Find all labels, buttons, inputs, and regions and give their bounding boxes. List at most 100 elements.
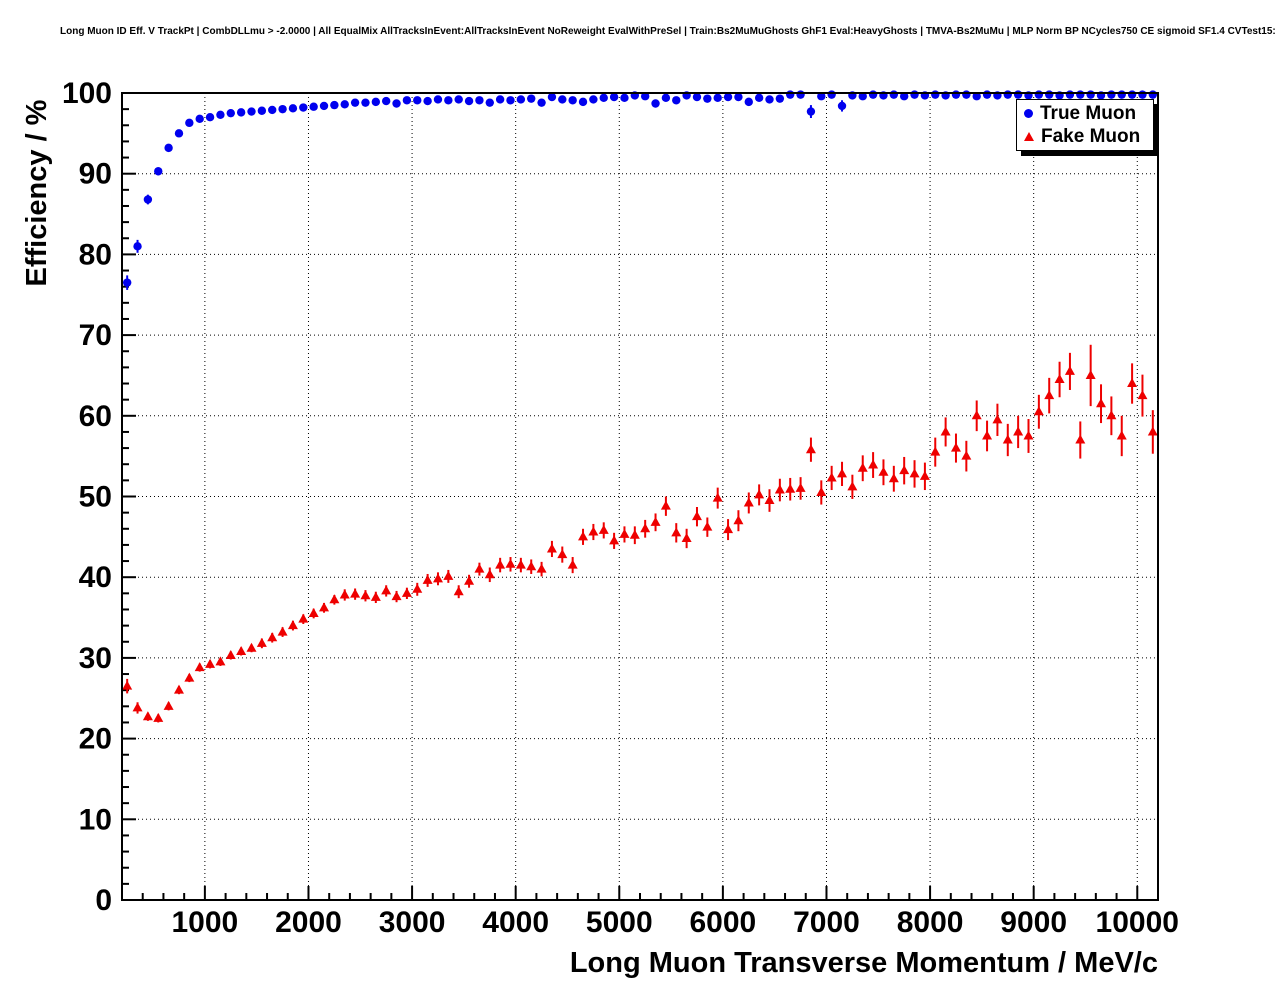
data-point-true-muon [982,90,992,99]
data-point-true-muon [899,92,909,101]
data-point-true-muon [1003,90,1012,99]
data-point-fake-muon [381,585,392,595]
fake-muon-marker-icon [1024,132,1034,141]
data-point-fake-muon [1096,398,1107,408]
data-point-fake-muon [308,608,319,618]
data-point-fake-muon [246,642,257,652]
data-point-true-muon [734,92,743,102]
data-point-true-muon [620,93,629,103]
data-point-true-muon [340,100,349,109]
y-tick-label: 40 [79,561,112,594]
data-point-true-muon [817,92,826,101]
data-point-true-muon [640,92,650,101]
data-point-fake-muon [474,563,485,573]
data-point-true-muon [236,108,246,117]
data-point-true-muon [133,242,142,251]
data-point-fake-muon [868,459,879,469]
data-point-true-muon [806,107,816,116]
data-point-fake-muon [847,481,858,491]
data-point-true-muon [1086,90,1095,99]
data-point-fake-muon [899,465,910,475]
legend-entry-fake-muon: Fake Muon [1021,125,1149,148]
data-point-true-muon [361,98,370,107]
data-point-true-muon [889,90,899,99]
data-point-fake-muon [526,561,537,571]
data-point-fake-muon [319,602,330,612]
y-tick-label: 0 [95,884,112,917]
data-point-fake-muon [163,700,174,710]
data-point-true-muon [319,101,329,111]
data-point-true-muon [495,95,505,104]
data-point-fake-muon [391,591,402,601]
data-point-fake-muon [671,527,682,537]
data-point-true-muon [599,93,608,103]
data-point-fake-muon [132,702,143,712]
data-point-fake-muon [691,511,702,521]
data-point-fake-muon [267,632,278,642]
legend-label-fake-muon: Fake Muon [1041,125,1141,147]
x-tick-label: 2000 [275,906,342,939]
data-point-true-muon [558,95,567,104]
data-point-true-muon [299,103,308,112]
y-tick-label: 10 [79,803,112,836]
data-point-fake-muon [453,586,464,596]
data-point-true-muon [506,96,515,105]
data-point-true-muon [226,108,235,118]
data-point-fake-muon [1044,390,1055,400]
data-point-fake-muon [225,649,236,659]
data-point-true-muon [433,95,443,104]
data-point-fake-muon [629,529,640,539]
data-point-true-muon [827,90,836,99]
data-point-true-muon [972,92,981,101]
data-point-fake-muon [1127,378,1138,388]
y-tick-label: 100 [62,77,112,110]
data-point-true-muon [1013,90,1023,99]
x-tick-label: 4000 [482,906,549,939]
y-tick-label: 20 [79,723,112,756]
data-point-fake-muon [712,492,723,502]
data-point-true-muon [174,129,184,138]
data-point-fake-muon [339,589,350,599]
data-point-fake-muon [982,430,993,440]
data-point-fake-muon [412,583,423,593]
y-tick-label: 50 [79,481,112,514]
data-point-true-muon [154,167,163,176]
data-point-true-muon [910,90,919,99]
data-point-fake-muon [515,559,526,569]
data-point-true-muon [962,90,971,99]
data-point-fake-muon [205,658,216,668]
data-point-true-muon [754,93,764,103]
data-point-true-muon [1076,90,1085,99]
data-point-true-muon [350,98,360,107]
y-tick-label: 80 [79,238,112,271]
data-point-true-muon [454,95,463,104]
data-point-fake-muon [660,500,671,510]
x-tick-label: 3000 [379,906,446,939]
data-point-fake-muon [464,575,475,585]
y-tick-label: 70 [79,319,112,352]
data-point-true-muon [402,96,412,105]
data-point-true-muon [651,99,660,108]
data-point-true-muon [692,92,702,102]
data-point-true-muon [423,96,432,106]
data-point-fake-muon [184,672,195,682]
data-point-true-muon [475,96,484,105]
data-point-true-muon [796,90,805,99]
plot-title: Long Muon ID Eff. V TrackPt | CombDLLmu … [60,26,1276,37]
data-point-true-muon [744,97,753,107]
x-tick-label: 5000 [586,906,653,939]
data-point-true-muon [837,101,847,111]
y-axis-title: Efficiency / % [21,99,53,286]
x-tick-label: 10000 [1096,906,1179,939]
data-point-fake-muon [350,588,361,598]
data-point-fake-muon [329,594,340,604]
data-point-fake-muon [360,590,371,600]
data-point-fake-muon [256,637,267,647]
data-point-true-muon [1107,90,1116,99]
data-point-fake-muon [1116,430,1127,440]
data-point-fake-muon [1033,406,1044,416]
data-point-fake-muon [971,410,982,420]
data-point-fake-muon [888,473,899,483]
